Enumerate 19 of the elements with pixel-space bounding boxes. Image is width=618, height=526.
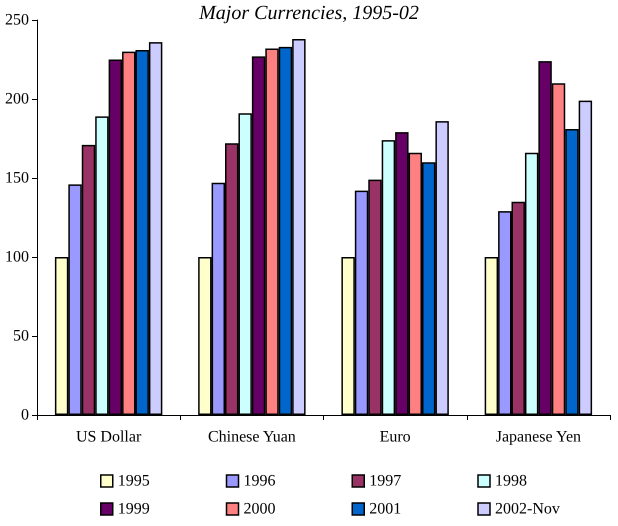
legend-label: 2000 — [244, 500, 276, 518]
x-tick-label: Japanese Yen — [496, 428, 582, 446]
legend-label: 1995 — [118, 472, 150, 490]
y-tick-label: 150 — [5, 170, 29, 186]
legend-label: 1996 — [244, 472, 276, 490]
legend-label: 2002-Nov — [495, 500, 560, 518]
legend-label: 2001 — [369, 500, 402, 518]
y-tick-label: 100 — [5, 248, 29, 266]
legend-label: 1997 — [369, 472, 402, 490]
y-tick-label: 50 — [13, 328, 29, 344]
x-tick-label: Chinese Yuan — [208, 428, 296, 446]
y-tick-label: 200 — [5, 90, 29, 108]
x-tick-label: Euro — [380, 428, 411, 446]
chart-title: Major Currencies, 1995-02 — [198, 2, 419, 24]
y-tick-label: 250 — [5, 12, 29, 28]
legend-label: 1999 — [118, 500, 150, 518]
legend-label: 1998 — [495, 472, 527, 490]
y-tick-label: 0 — [21, 406, 29, 424]
x-tick-label: US Dollar — [76, 428, 142, 446]
